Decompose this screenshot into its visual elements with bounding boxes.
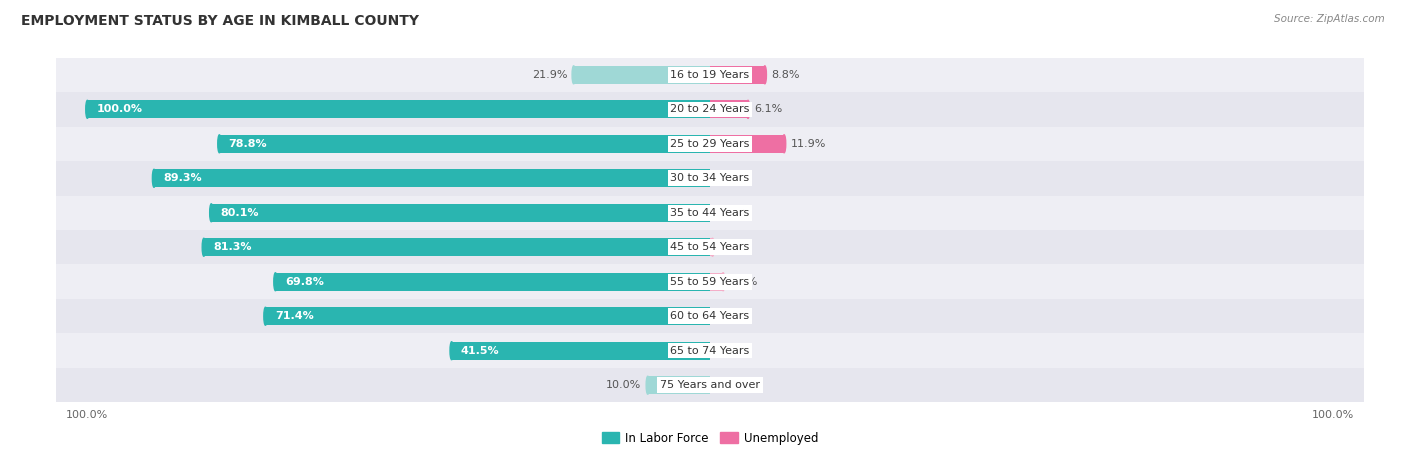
Text: 100.0%: 100.0% [97, 104, 143, 114]
Bar [648, 376, 710, 394]
Circle shape [711, 238, 714, 256]
Bar [710, 238, 713, 256]
Text: 65 to 74 Years: 65 to 74 Years [671, 346, 749, 356]
Circle shape [721, 273, 724, 291]
Circle shape [747, 100, 749, 118]
Circle shape [450, 342, 453, 360]
Text: 2.1%: 2.1% [730, 277, 758, 287]
Text: 0.0%: 0.0% [716, 208, 745, 218]
Text: 16 to 19 Years: 16 to 19 Years [671, 70, 749, 80]
Bar [710, 273, 723, 291]
Text: 45 to 54 Years: 45 to 54 Years [671, 242, 749, 252]
Text: 10.0%: 10.0% [606, 380, 641, 390]
Text: 20 to 24 Years: 20 to 24 Years [671, 104, 749, 114]
Bar [56, 368, 1364, 402]
Bar [710, 135, 785, 153]
Bar [56, 161, 1364, 196]
Bar [574, 66, 710, 84]
Text: 80.1%: 80.1% [221, 208, 259, 218]
Text: 69.8%: 69.8% [285, 277, 323, 287]
Bar [56, 58, 1364, 92]
Circle shape [763, 66, 766, 84]
Bar [211, 204, 710, 222]
Circle shape [218, 135, 221, 153]
Bar [451, 342, 710, 360]
Text: 71.4%: 71.4% [274, 311, 314, 321]
Bar [276, 273, 710, 291]
Text: 60 to 64 Years: 60 to 64 Years [671, 311, 749, 321]
Bar [266, 307, 710, 325]
Text: 0.0%: 0.0% [716, 380, 745, 390]
Circle shape [264, 307, 267, 325]
Bar [87, 100, 710, 118]
Bar [56, 333, 1364, 368]
Circle shape [783, 135, 786, 153]
Text: EMPLOYMENT STATUS BY AGE IN KIMBALL COUNTY: EMPLOYMENT STATUS BY AGE IN KIMBALL COUN… [21, 14, 419, 28]
Bar [56, 230, 1364, 264]
Circle shape [86, 100, 89, 118]
Text: 0.0%: 0.0% [716, 173, 745, 183]
Text: 0.4%: 0.4% [718, 242, 747, 252]
Legend: In Labor Force, Unemployed: In Labor Force, Unemployed [596, 427, 824, 449]
Bar [155, 169, 710, 187]
Text: 41.5%: 41.5% [461, 346, 499, 356]
Text: Source: ZipAtlas.com: Source: ZipAtlas.com [1274, 14, 1385, 23]
Text: 35 to 44 Years: 35 to 44 Years [671, 208, 749, 218]
Text: 6.1%: 6.1% [754, 104, 783, 114]
Bar [56, 264, 1364, 299]
Bar [56, 127, 1364, 161]
Bar [56, 196, 1364, 230]
Bar [56, 92, 1364, 127]
Circle shape [152, 169, 156, 187]
Text: 25 to 29 Years: 25 to 29 Years [671, 139, 749, 149]
Text: 75 Years and over: 75 Years and over [659, 380, 761, 390]
Text: 78.8%: 78.8% [229, 139, 267, 149]
Text: 11.9%: 11.9% [790, 139, 825, 149]
Bar [219, 135, 710, 153]
Circle shape [209, 204, 212, 222]
Text: 0.0%: 0.0% [716, 311, 745, 321]
Text: 89.3%: 89.3% [163, 173, 202, 183]
Text: 8.8%: 8.8% [770, 70, 800, 80]
Bar [710, 66, 765, 84]
Text: 30 to 34 Years: 30 to 34 Years [671, 173, 749, 183]
Circle shape [202, 238, 205, 256]
Bar [56, 299, 1364, 333]
Text: 21.9%: 21.9% [531, 70, 568, 80]
Circle shape [274, 273, 277, 291]
Circle shape [572, 66, 575, 84]
Bar [710, 100, 748, 118]
Bar [204, 238, 710, 256]
Circle shape [647, 376, 650, 394]
Text: 55 to 59 Years: 55 to 59 Years [671, 277, 749, 287]
Text: 0.0%: 0.0% [716, 346, 745, 356]
Text: 81.3%: 81.3% [214, 242, 252, 252]
